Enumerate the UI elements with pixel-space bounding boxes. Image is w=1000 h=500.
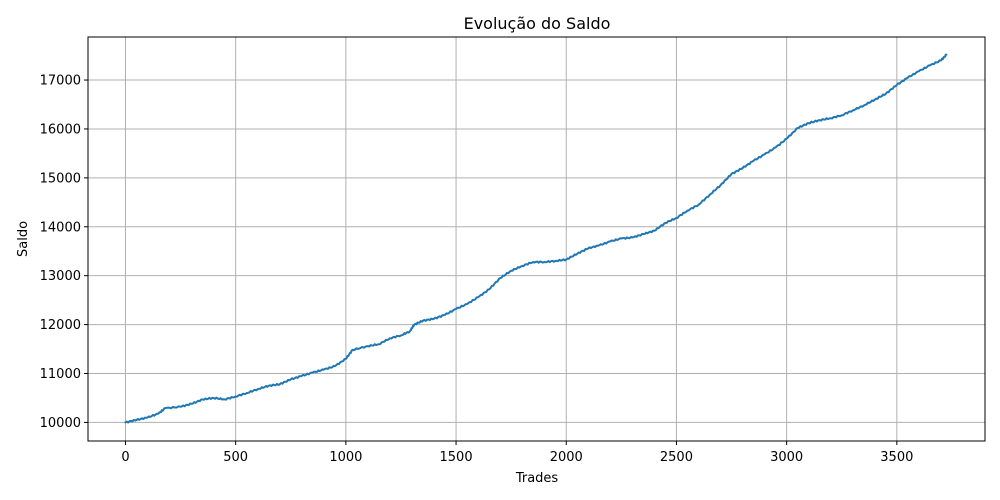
x-tick-label: 500 (223, 450, 248, 465)
x-tick-label: 0 (121, 450, 129, 465)
y-tick-label: 16000 (40, 122, 81, 137)
x-tick-label: 3000 (770, 450, 803, 465)
y-tick-label: 12000 (40, 318, 81, 333)
y-tick-label: 13000 (40, 269, 81, 284)
y-tick-label: 11000 (40, 367, 81, 382)
y-tick-label: 17000 (40, 74, 81, 89)
x-axis-ticks: 0 500 1000 1500 2000 2500 3000 3500 (121, 441, 913, 465)
y-tick-label: 10000 (40, 416, 81, 431)
y-tick-label: 15000 (40, 171, 81, 186)
series-line-saldo (124, 53, 948, 424)
x-tick-label: 2500 (660, 450, 693, 465)
x-tick-label: 1500 (440, 450, 473, 465)
chart-title: Evolução do Saldo (464, 14, 611, 33)
x-axis-label: Trades (515, 471, 559, 486)
x-tick-label: 2000 (550, 450, 583, 465)
x-tick-label: 3500 (880, 450, 913, 465)
y-axis-label: Saldo (16, 221, 31, 257)
y-tick-label: 14000 (40, 220, 81, 235)
series-layer (124, 53, 948, 424)
y-axis-ticks: 10000 11000 12000 13000 14000 15000 16000 17000 (40, 74, 88, 431)
plot-frame (87, 36, 986, 442)
x-tick-label: 1000 (329, 450, 362, 465)
grid-layer (88, 37, 985, 441)
